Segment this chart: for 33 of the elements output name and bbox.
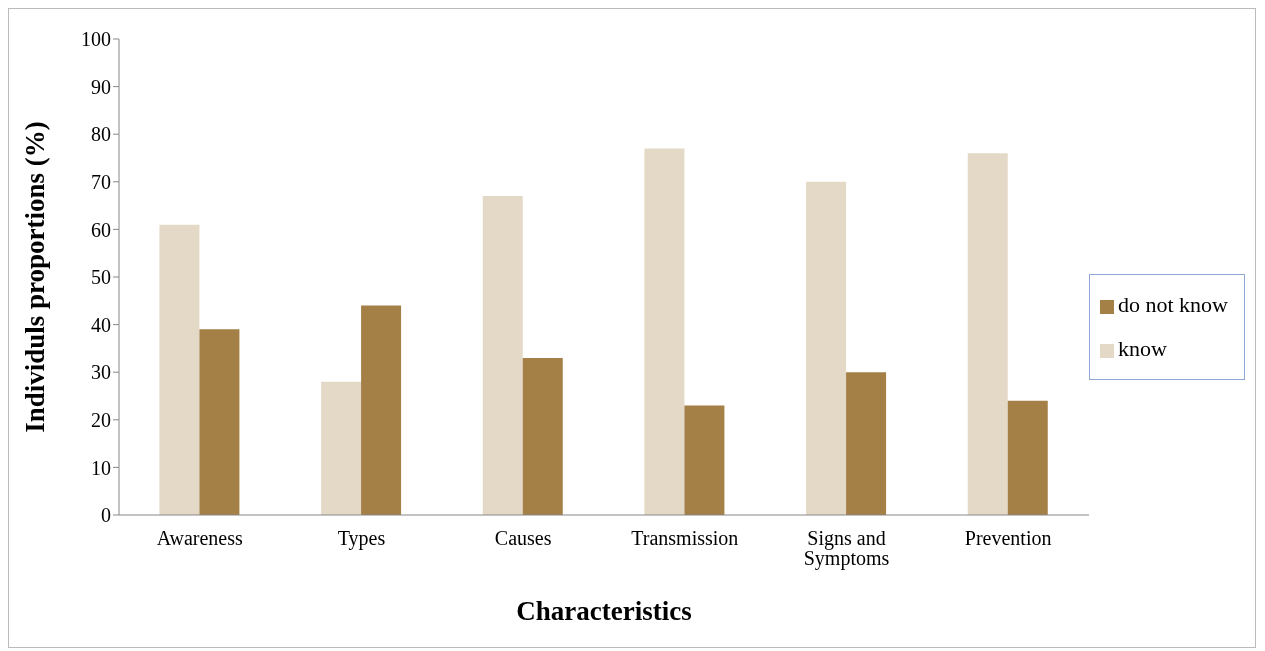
- x-tick-label: Signs and Symptoms: [803, 527, 890, 571]
- bar: [846, 372, 887, 515]
- x-tick-label: Awareness: [156, 527, 243, 550]
- y-tick-label: 80: [91, 123, 111, 146]
- y-tick-label: 10: [91, 456, 111, 479]
- x-tick-label: Prevention: [964, 527, 1052, 550]
- x-tick-label: Causes: [494, 527, 552, 550]
- bar: [321, 381, 362, 515]
- y-tick-label: 40: [91, 313, 111, 336]
- bar: [361, 305, 402, 515]
- legend-label: do not know: [1118, 292, 1228, 317]
- bar: [199, 329, 240, 515]
- y-axis-title: Individuls proportions (%): [19, 121, 50, 433]
- y-tick-label: 90: [91, 75, 111, 98]
- legend-label: know: [1118, 336, 1167, 361]
- bar: [967, 153, 1008, 515]
- bar: [644, 148, 685, 515]
- bar: [482, 196, 523, 515]
- bar: [159, 224, 200, 515]
- y-tick-label: 20: [91, 408, 111, 431]
- x-tick-label: Types: [337, 527, 386, 551]
- y-tick-label: 30: [91, 361, 111, 384]
- y-tick-label: 100: [81, 28, 111, 51]
- y-tick-label: 0: [101, 504, 111, 527]
- x-tick-label: Transmission: [631, 527, 739, 550]
- bar: [1007, 400, 1048, 515]
- bar: [806, 181, 847, 515]
- y-tick-label: 70: [91, 170, 111, 193]
- bar: [684, 405, 725, 515]
- bar: [522, 357, 563, 515]
- y-tick-label: 60: [91, 218, 111, 241]
- y-tick-label: 50: [91, 266, 111, 289]
- x-axis-title: Characteristics: [516, 596, 692, 626]
